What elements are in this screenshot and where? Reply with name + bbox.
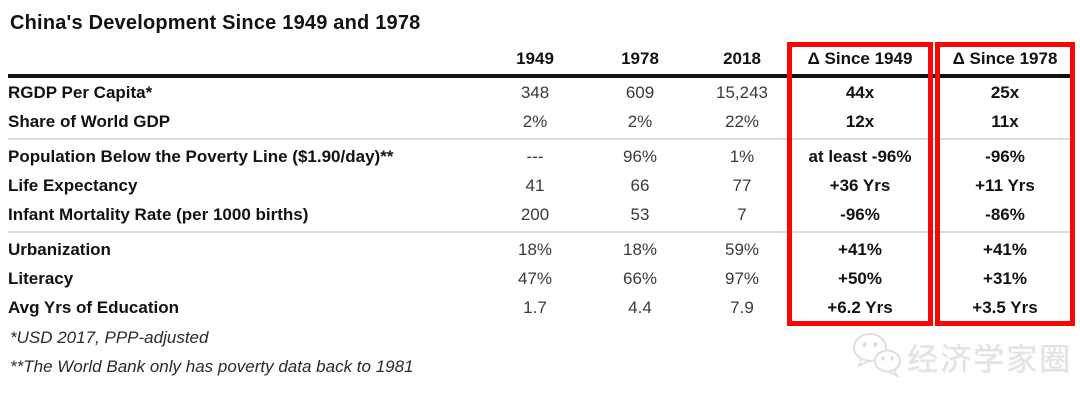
- cell-1949: ---: [526, 147, 544, 166]
- column-header-delta-1949: Δ Since 1949: [807, 49, 913, 68]
- row-label: Infant Mortality Rate (per 1000 births): [8, 205, 309, 224]
- column-header-1978: 1978: [621, 49, 659, 68]
- cell-delta-1949: +41%: [838, 240, 882, 259]
- cell-2018: 97%: [724, 269, 760, 288]
- table-header-row: 1949 1978 2018 Δ Since 1949 Δ Since 1978: [8, 44, 1074, 78]
- cell-delta-1949: 44x: [845, 83, 875, 102]
- cell-delta-1978: -86%: [985, 205, 1025, 224]
- cell-1978: 4.4: [628, 298, 652, 317]
- cell-2018: 59%: [724, 240, 760, 259]
- table-row: Urbanization 18% 18% 59% +41% +41%: [8, 235, 1074, 264]
- cell-delta-1978: +41%: [983, 240, 1027, 259]
- cell-1949: 18%: [517, 240, 553, 259]
- row-label: Urbanization: [8, 240, 111, 259]
- cell-2018: 1%: [729, 147, 755, 166]
- cell-delta-1949: +6.2 Yrs: [827, 298, 893, 317]
- cell-delta-1949: +36 Yrs: [829, 176, 891, 195]
- row-label: Literacy: [8, 269, 74, 288]
- cell-1949: 348: [520, 83, 550, 102]
- watermark: 经济学家圈: [851, 331, 1072, 382]
- cell-delta-1949: -96%: [840, 205, 880, 224]
- cell-1949: 1.7: [523, 298, 547, 317]
- header-spacer: [8, 44, 490, 74]
- cell-delta-1978: +11 Yrs: [975, 176, 1035, 195]
- table-row: Infant Mortality Rate (per 1000 births) …: [8, 200, 1074, 229]
- row-label: RGDP Per Capita*: [8, 83, 153, 102]
- cell-delta-1949: at least -96%: [808, 147, 912, 166]
- cell-2018: 77: [732, 176, 752, 195]
- group-divider: [8, 138, 1074, 140]
- table-row: Share of World GDP 2% 2% 22% 12x 11x: [8, 107, 1074, 136]
- page-title: China's Development Since 1949 and 1978: [10, 12, 421, 34]
- cell-1978: 2%: [627, 112, 653, 131]
- cell-1978: 18%: [622, 240, 658, 259]
- wechat-chat-bubbles-icon: [851, 331, 903, 382]
- cell-2018: 7: [737, 205, 747, 224]
- development-table: 1949 1978 2018 Δ Since 1949 Δ Since 1978…: [8, 44, 1074, 322]
- cell-1978: 53: [630, 205, 650, 224]
- cell-1949: 200: [520, 205, 550, 224]
- cell-2018: 22%: [724, 112, 760, 131]
- group-divider: [8, 231, 1074, 233]
- cell-2018: 7.9: [730, 298, 754, 317]
- cell-delta-1978: -96%: [985, 147, 1025, 166]
- cell-2018: 15,243: [716, 83, 768, 102]
- row-label: Share of World GDP: [8, 112, 171, 131]
- cell-delta-1949: 12x: [845, 112, 875, 131]
- cell-1978: 609: [625, 83, 655, 102]
- cell-delta-1949: +50%: [838, 269, 882, 288]
- cell-1978: 96%: [622, 147, 658, 166]
- cell-1949: 47%: [517, 269, 553, 288]
- footnote-usd-ppp: *USD 2017, PPP-adjusted: [10, 328, 209, 347]
- table-row: Avg Yrs of Education 1.7 4.4 7.9 +6.2 Yr…: [8, 293, 1074, 322]
- cell-1949: 41: [525, 176, 545, 195]
- cell-delta-1978: 11x: [991, 112, 1019, 131]
- column-header-2018: 2018: [723, 49, 761, 68]
- cell-delta-1978: +3.5 Yrs: [972, 298, 1038, 317]
- column-header-1949: 1949: [516, 49, 554, 68]
- table-row: Life Expectancy 41 66 77 +36 Yrs +11 Yrs: [8, 171, 1074, 200]
- watermark-text: 经济学家圈: [907, 342, 1072, 377]
- table-row: Population Below the Poverty Line ($1.90…: [8, 142, 1074, 171]
- footnote-world-bank: **The World Bank only has poverty data b…: [10, 357, 414, 376]
- row-label: Population Below the Poverty Line ($1.90…: [8, 147, 394, 166]
- column-header-delta-1978: Δ Since 1978: [952, 49, 1058, 68]
- row-label: Avg Yrs of Education: [8, 298, 179, 317]
- cell-delta-1978: +31%: [983, 269, 1027, 288]
- row-label: Life Expectancy: [8, 176, 138, 195]
- cell-1949: 2%: [522, 112, 548, 131]
- table-row: RGDP Per Capita* 348 609 15,243 44x 25x: [8, 78, 1074, 107]
- cell-1978: 66%: [622, 269, 658, 288]
- cell-1978: 66: [630, 176, 650, 195]
- cell-delta-1978: 25x: [990, 83, 1020, 102]
- table-row: Literacy 47% 66% 97% +50% +31%: [8, 264, 1074, 293]
